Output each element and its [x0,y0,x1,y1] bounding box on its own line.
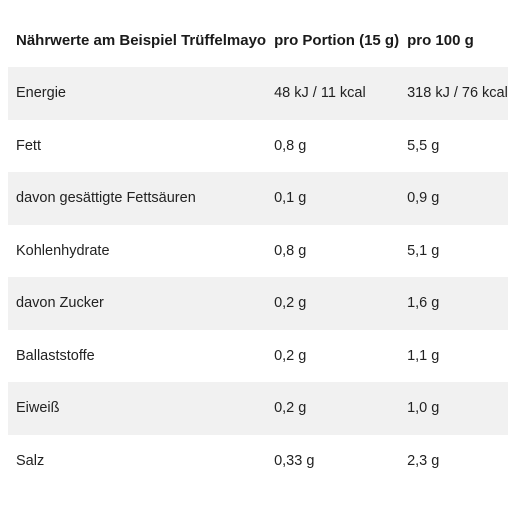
value-per-portion: 0,33 g [274,452,315,469]
value-per-100g: 1,1 g [407,347,440,364]
nutrition-table: Nährwerte am Beispiel Trüffelmayo pro Po… [8,14,508,487]
table-row-eiweiss: Eiweiß 0,2 g 1,0 g [8,382,508,435]
table-row-kohlenhydrate: Kohlenhydrate 0,8 g 5,1 g [8,225,508,278]
value-per-portion: 0,2 g [274,400,307,417]
value-per-100g: 5,1 g [407,242,440,259]
nutrient-name: Energie [16,85,66,102]
header-per-portion: pro Portion (15 g) [274,32,400,49]
nutrient-name: Salz [16,452,45,469]
value-per-100g: 1,0 g [407,400,440,417]
value-per-portion: 48 kJ / 11 kcal [274,85,366,102]
nutrient-name: Eiweiß [16,400,60,417]
table-row-ballaststoffe: Ballaststoffe 0,2 g 1,1 g [8,330,508,383]
table-header-row: Nährwerte am Beispiel Trüffelmayo pro Po… [8,14,508,67]
value-per-portion: 0,2 g [274,295,307,312]
value-per-portion: 0,8 g [274,242,307,259]
table-row-energie: Energie 48 kJ / 11 kcal 318 kJ / 76 kcal [8,67,508,120]
table-row-gesaettigte-fettsaeuren: davon gesättigte Fettsäuren 0,1 g 0,9 g [8,172,508,225]
table-row-zucker: davon Zucker 0,2 g 1,6 g [8,277,508,330]
value-per-100g: 2,3 g [407,452,440,469]
table-row-fett: Fett 0,8 g 5,5 g [8,120,508,173]
nutrient-name: davon gesättigte Fettsäuren [16,190,196,207]
nutrient-name: Ballaststoffe [16,347,95,364]
value-per-100g: 0,9 g [407,190,440,207]
value-per-100g: 318 kJ / 76 kcal [407,85,508,102]
value-per-portion: 0,2 g [274,347,307,364]
nutrient-name: Kohlenhydrate [16,242,110,259]
value-per-100g: 1,6 g [407,295,440,312]
value-per-portion: 0,8 g [274,137,307,154]
header-nutrient: Nährwerte am Beispiel Trüffelmayo [16,32,267,49]
value-per-portion: 0,1 g [274,190,307,207]
value-per-100g: 5,5 g [407,137,440,154]
table-row-salz: Salz 0,33 g 2,3 g [8,435,508,488]
nutrient-name: Fett [16,137,41,154]
header-per-100g: pro 100 g [407,32,474,49]
nutrient-name: davon Zucker [16,295,104,312]
